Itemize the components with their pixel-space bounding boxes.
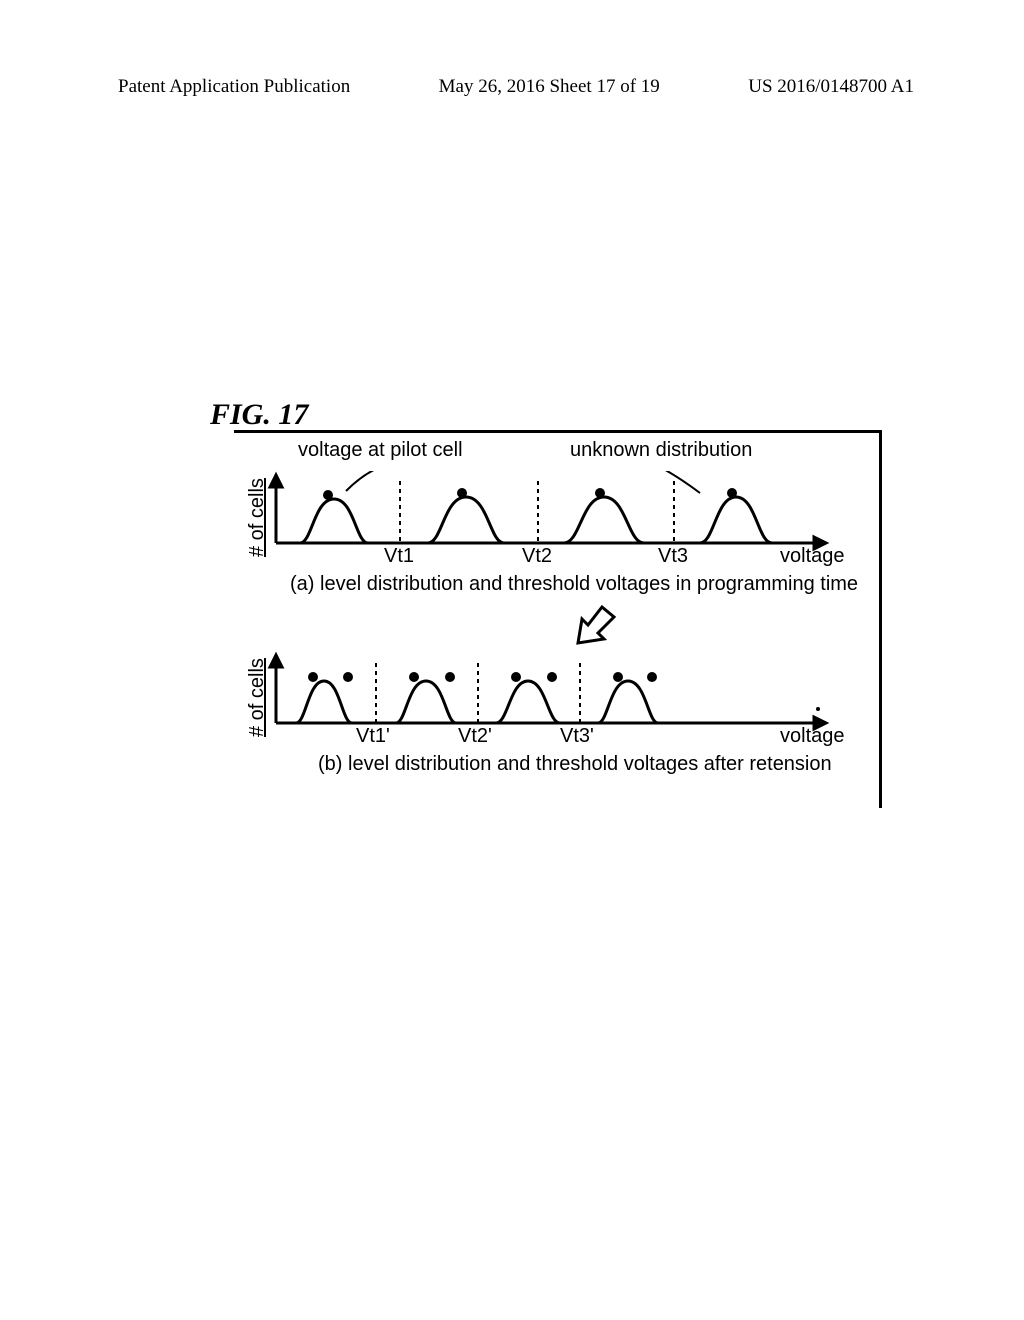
chart-a-tick-2: Vt2 (522, 545, 552, 568)
chart-a-tick-1: Vt1 (384, 545, 414, 568)
transition-arrow-icon (564, 603, 624, 651)
page-header: Patent Application Publication May 26, 2… (0, 76, 1024, 98)
chart-a: voltage at pilot cell unknown distributi… (234, 433, 879, 808)
chart-a-x-label: voltage (780, 545, 845, 568)
annotation-pilot: voltage at pilot cell (298, 439, 463, 462)
chart-a-caption: (a) level distribution and threshold vol… (290, 573, 858, 596)
chart-b-svg (256, 651, 856, 747)
chart-b-tick-2: Vt2' (458, 725, 492, 748)
annotation-unknown: unknown distribution (570, 439, 752, 462)
chart-b-tick-1: Vt1' (356, 725, 390, 748)
chart-b-tick-3: Vt3' (560, 725, 594, 748)
chart-b-caption: (b) level distribution and threshold vol… (318, 753, 832, 776)
chart-b-x-label: voltage (780, 725, 845, 748)
header-center: May 26, 2016 Sheet 17 of 19 (439, 76, 660, 98)
figure-box: voltage at pilot cell unknown distributi… (234, 430, 882, 808)
figure-title: FIG. 17 (210, 398, 308, 432)
header-left: Patent Application Publication (118, 76, 350, 98)
chart-a-svg (256, 471, 856, 567)
header-right: US 2016/0148700 A1 (748, 76, 914, 98)
chart-a-tick-3: Vt3 (658, 545, 688, 568)
